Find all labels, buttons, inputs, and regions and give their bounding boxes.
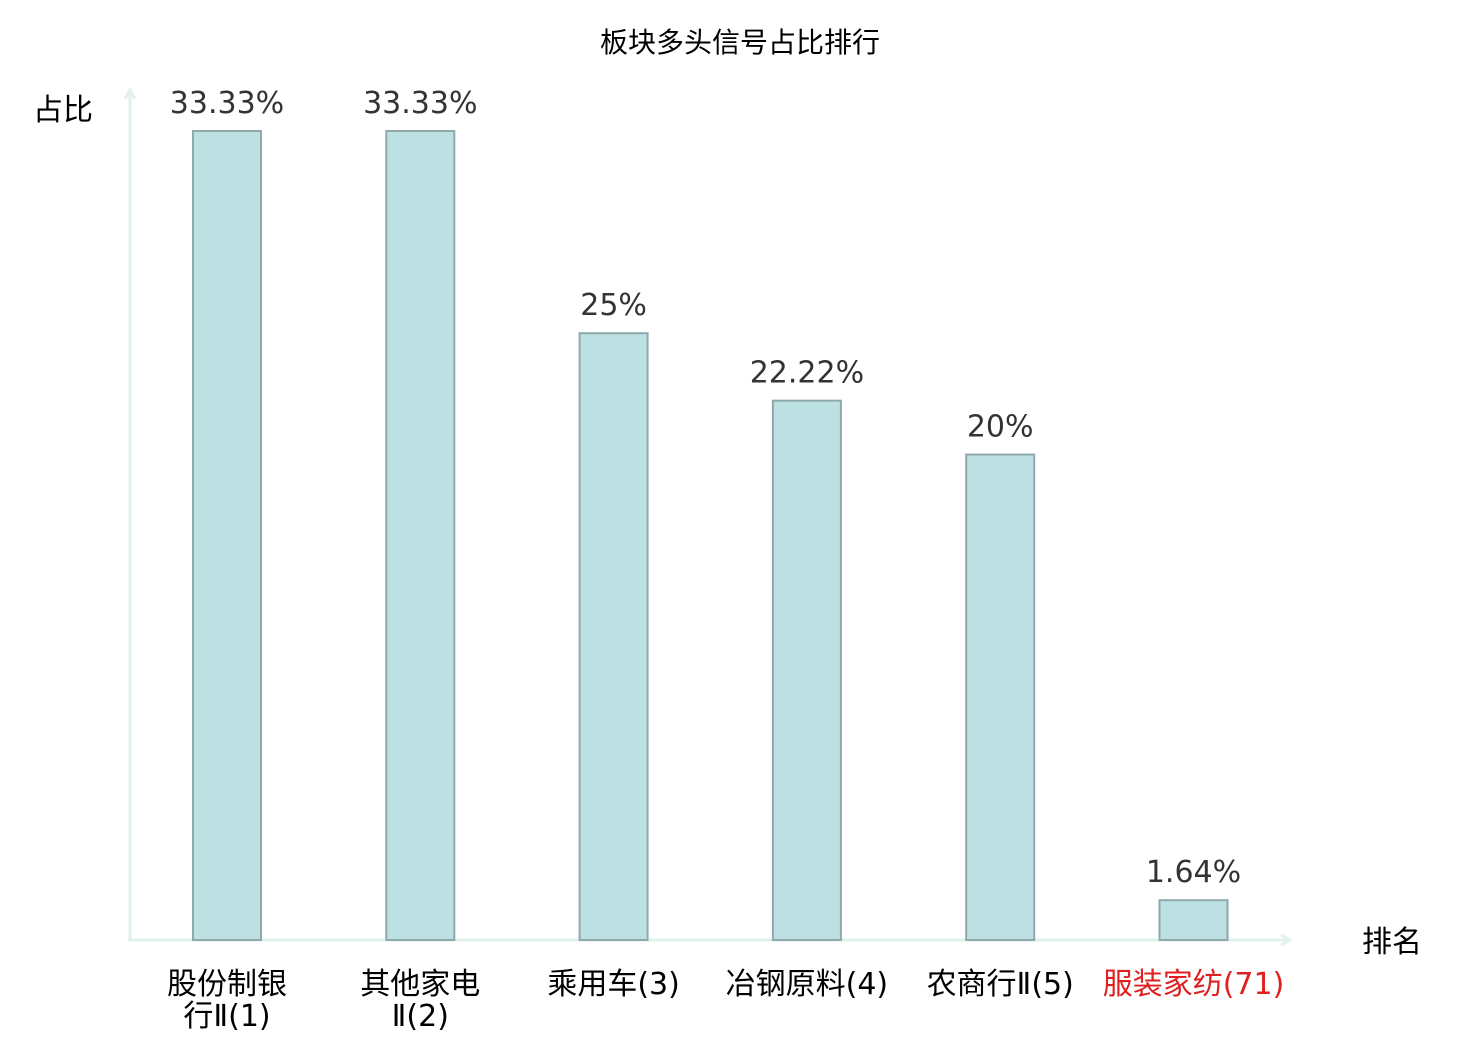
bar-5 (965, 453, 1036, 941)
value-label-4: 22.22% (750, 356, 864, 391)
value-label-3: 25% (580, 288, 647, 323)
value-label-1: 33.33% (170, 86, 284, 121)
category-label-5-line-1: 农商行Ⅱ(5) (927, 967, 1074, 1002)
category-label-6-line-1: 服装家纺(71) (1103, 967, 1285, 1002)
category-label-4-line-1: 冶钢原料(4) (726, 967, 889, 1002)
bar-1 (192, 130, 262, 941)
value-label-6: 1.64% (1146, 855, 1241, 890)
y-axis-label: 占比 (33, 93, 93, 128)
value-label-2: 33.33% (363, 86, 477, 121)
x-axis-label: 排名 (1362, 925, 1422, 960)
chart-title: 板块多头信号占比排行 (600, 26, 880, 59)
bar-6 (1158, 899, 1229, 942)
bar-3 (578, 332, 649, 941)
category-label-2-line-1: 其他家电 (360, 967, 480, 1002)
category-label-1-line-2: 行Ⅱ(1) (183, 999, 270, 1034)
bar-2 (385, 130, 456, 941)
category-label-3-line-1: 乘用车(3) (547, 967, 680, 1002)
value-label-5: 20% (967, 410, 1034, 445)
bar-4 (771, 399, 842, 941)
category-label-2-line-2: Ⅱ(2) (392, 999, 449, 1034)
category-label-1-line-1: 股份制银 (167, 967, 287, 1002)
